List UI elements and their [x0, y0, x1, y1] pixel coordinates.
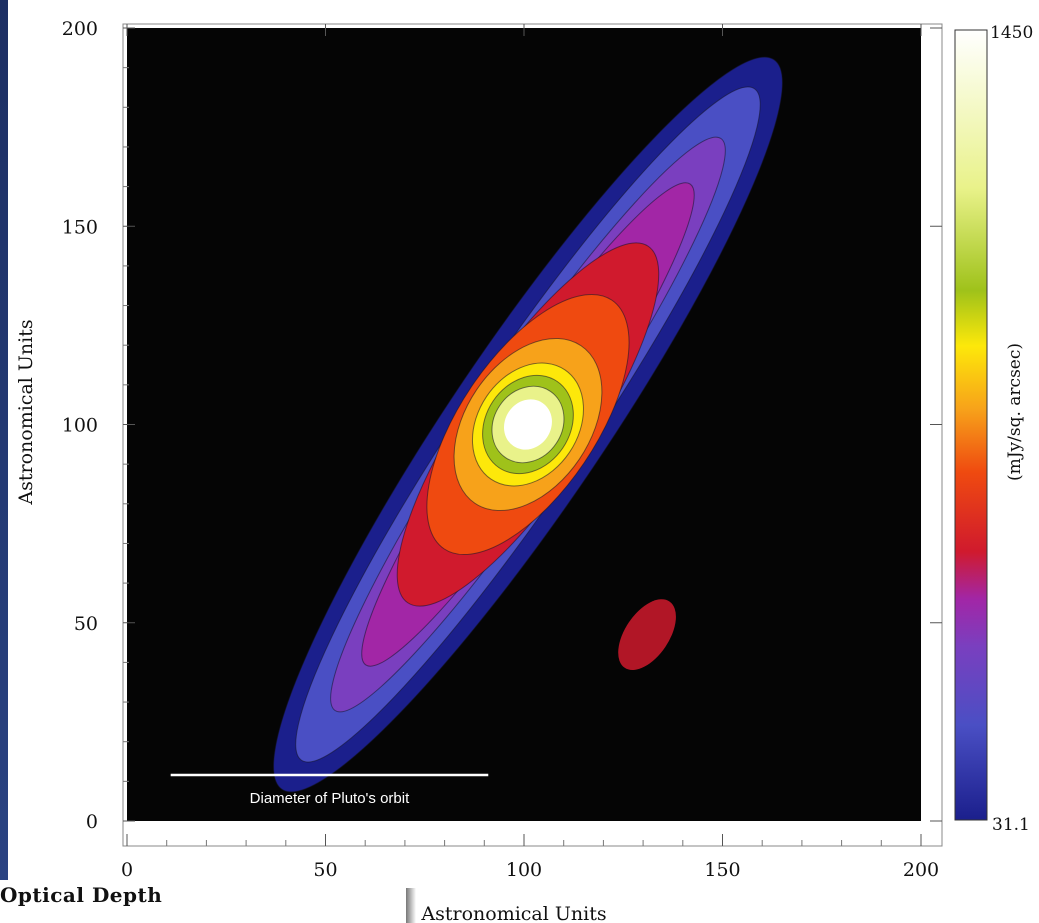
x-axis: 0 50 100 150 200: [121, 24, 939, 881]
y-axis: 0 50 100 150 200: [62, 18, 942, 833]
colorbar: [954, 29, 988, 821]
x-tick-label: 200: [903, 859, 939, 881]
disk-contours: [273, 56, 783, 793]
contour-level-11: [503, 399, 552, 450]
x-tick-label: 100: [506, 859, 542, 881]
y-tick-label: 50: [74, 613, 98, 635]
y-tick-label: 100: [62, 415, 98, 437]
left-edge-strip: [0, 0, 8, 880]
x-tick-label: 150: [704, 859, 740, 881]
y-axis-label: Astronomical Units: [15, 319, 37, 505]
y-tick-label: 200: [62, 18, 98, 40]
y-tick-label: 150: [62, 216, 98, 238]
colorbar-label: (mJy/sq. arcsec): [1005, 343, 1025, 481]
optical-depth-label: Optical Depth: [0, 883, 163, 907]
scale-bar-label: Diameter of Pluto's orbit: [250, 790, 410, 807]
colorbar-max-label: 1450: [990, 23, 1033, 43]
axis-label-shadow: [406, 888, 416, 923]
secondary-knot: [618, 599, 676, 671]
x-axis-label: Astronomical Units: [420, 903, 606, 923]
y-tick-label: 0: [86, 811, 98, 833]
colorbar-min-label: 31.1: [992, 815, 1030, 835]
x-tick-label: 0: [121, 859, 133, 881]
x-tick-label: 50: [313, 859, 337, 881]
